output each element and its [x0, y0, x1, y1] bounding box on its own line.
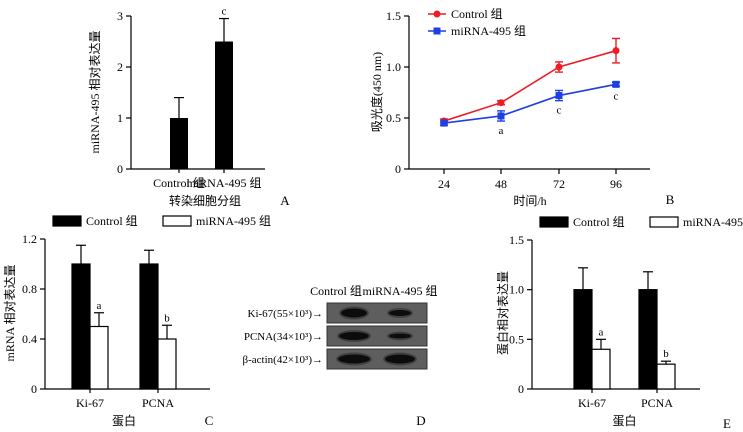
panel-b-point [555, 63, 563, 71]
panel-a-ytick-label: 2 [117, 60, 123, 74]
panel-c-ytick-label: 0.4 [22, 332, 37, 346]
panel-c-ylabel: mRNA 相对表达量 [3, 264, 17, 361]
panel-b-point [440, 119, 448, 127]
panel-c-legend-swatch [162, 215, 192, 227]
panel-b-series-line [443, 83, 617, 124]
panel-b-xtick-label: 24 [438, 177, 450, 191]
panel-a-xtick-label: miRNA-495 组 [186, 176, 261, 190]
panel-a-sig-label: c [222, 6, 227, 18]
panel-e-xtick-label: Ki-67 [578, 396, 606, 410]
panel-c-ytick-label: 0.8 [22, 282, 37, 296]
panel-b-xtick-label: 72 [553, 177, 565, 191]
panel-a-ytick-label: 0 [117, 162, 123, 176]
panel-c-legend-swatch [52, 215, 82, 227]
panel-letter: E [723, 416, 731, 431]
panel-e-bar [656, 363, 676, 390]
panel-a-ytick-label: 3 [117, 9, 123, 23]
panel-e-sig-label: a [599, 326, 604, 338]
panel-a-xtick-label: Control 组 [153, 176, 205, 190]
panel-letter: C [205, 413, 214, 428]
panel-c-bar [139, 263, 159, 390]
panel-c-xlabel: 蛋白 [112, 413, 136, 428]
panel-b-point [555, 92, 563, 100]
panel-b-ytick-label: 1.5 [386, 9, 401, 23]
panel-e-bar [638, 289, 658, 390]
panel-e-legend-label: miRNA-495 组 [683, 215, 743, 229]
panel-e-xlabel: 蛋白 [612, 413, 636, 428]
blot-band [338, 354, 370, 364]
panel-b-point [497, 112, 505, 120]
panel-e-bar [573, 289, 593, 390]
panel-b-ylabel: 吸光度(450 nm) [369, 52, 384, 132]
panel-c-bar [89, 325, 109, 390]
panel-c-sig-label: b [164, 312, 170, 324]
panel-c-legend-label: miRNA-495 组 [196, 214, 271, 228]
panel-e-ytick-label: 0 [518, 382, 524, 396]
blot-column-label: miRNA-495 组 [362, 284, 437, 298]
panel-letter: B [666, 192, 675, 207]
panel-letter: D [416, 413, 425, 428]
panel-b-ytick-label: 0.5 [386, 111, 401, 125]
panel-e-ytick-label: 0.5 [509, 332, 524, 346]
panel-b-xtick-label: 48 [495, 177, 507, 191]
panel-e-bar [591, 348, 611, 390]
blot-band [389, 310, 411, 316]
panel-a-bar [215, 41, 233, 169]
panel-b-point [612, 47, 620, 55]
panel-e-legend-swatch [649, 216, 679, 228]
panel-b-series-line [443, 49, 617, 122]
panel-b-xlabel: 时间/h [513, 194, 546, 208]
panel-e-xtick-label: PCNA [641, 396, 673, 410]
blot-row-label: β-actin(42×10³)→ [243, 354, 323, 366]
blot-column-label: Control 组 [310, 284, 362, 298]
panel-letter: A [280, 193, 290, 208]
panel-a-ylabel: miRNA-495 相对表达量 [88, 30, 102, 153]
panel-c-ytick-label: 1.2 [22, 232, 37, 246]
panel-c-ytick-label: 0 [31, 382, 37, 396]
panel-c-xtick-label: PCNA [142, 396, 174, 410]
panel-b-legend-label: miRNA-495 组 [451, 24, 526, 38]
panel-b-point [612, 80, 620, 88]
panel-c-sig-label: a [97, 300, 102, 312]
panel-b-legend-marker [433, 27, 441, 35]
panel-e-ylabel: 蛋白相对表达量 [495, 271, 510, 355]
panel-b-xtick-label: 96 [610, 177, 622, 191]
panel-a-ytick-label: 1 [117, 111, 123, 125]
blot-band [389, 333, 411, 339]
blot-row-label: PCNA(34×10³)→ [244, 331, 323, 343]
blot-band [341, 308, 367, 318]
panel-e-legend-swatch [539, 216, 569, 228]
panel-e-sig-label: b [663, 348, 669, 360]
panel-b-ytick-label: 0 [395, 162, 401, 176]
panel-c-bar [71, 263, 91, 390]
panel-b-sig-label: a [499, 125, 504, 137]
panel-b-point [497, 99, 505, 107]
blot-row-label: Ki-67(55×10³)→ [248, 308, 324, 320]
panel-c-xtick-label: Ki-67 [76, 396, 104, 410]
panel-e-ytick-label: 1.0 [509, 283, 524, 297]
blot-band [339, 332, 369, 340]
panel-b-sig-label: c [614, 90, 619, 102]
blot-band [385, 354, 415, 364]
panel-e-ytick-label: 1.5 [509, 233, 524, 247]
panel-b-sig-label: c [557, 105, 562, 117]
panel-a-bar [170, 118, 188, 169]
panel-c-bar [157, 338, 177, 390]
panel-b-legend-label: Control 组 [451, 7, 503, 21]
panel-a-xlabel: 转染细胞分组 [169, 193, 241, 208]
panel-b-legend-marker [433, 10, 441, 18]
panel-c-legend-label: Control 组 [86, 214, 138, 228]
panel-e-legend-label: Control 组 [573, 215, 625, 229]
panel-b-ytick-label: 1.0 [386, 60, 401, 74]
